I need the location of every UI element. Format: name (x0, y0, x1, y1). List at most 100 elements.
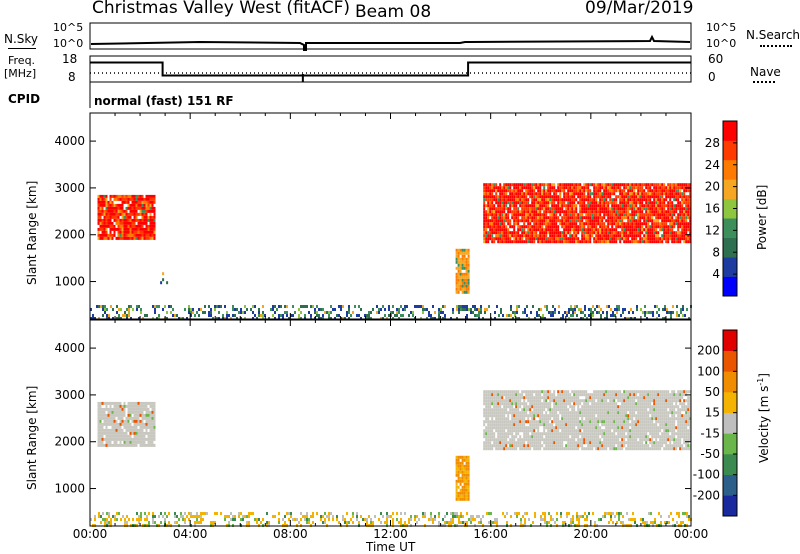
heatmap-cell (581, 204, 584, 208)
heatmap-cell (609, 183, 612, 187)
heatmap-cell (461, 266, 464, 270)
heatmap-cell (641, 183, 644, 187)
heatmap-cell (515, 198, 518, 202)
heatmap-cell (607, 405, 610, 409)
heatmap-cell (505, 441, 508, 445)
heatmap-cell (121, 218, 124, 222)
heatmap-cell (665, 228, 668, 232)
heatmap-cell (262, 305, 264, 308)
heatmap-cell (617, 195, 620, 199)
heatmap-cell (625, 210, 628, 214)
heatmap-cell (625, 399, 628, 403)
heatmap-cell (651, 222, 654, 226)
heatmap-cell (651, 399, 654, 403)
heatmap-cell (591, 435, 594, 439)
heatmap-cell (561, 204, 564, 208)
heatmap-cell (656, 305, 658, 308)
heatmap-cell (605, 405, 608, 409)
heatmap-cell (107, 218, 110, 222)
heatmap-cell (372, 308, 374, 311)
heatmap-cell (585, 222, 588, 226)
heatmap-cell (623, 192, 626, 196)
heatmap-cell (521, 183, 524, 187)
heatmap-cell (605, 396, 608, 400)
heatmap-cell (627, 426, 630, 430)
heatmap-cell (621, 408, 624, 412)
heatmap-cell (625, 201, 628, 205)
heatmap-cell (639, 216, 642, 220)
heatmap-cell (497, 435, 500, 439)
heatmap-cell (677, 240, 680, 244)
heatmap-cell (491, 216, 494, 220)
heatmap-cell (659, 195, 662, 199)
heatmap-cell (487, 201, 490, 205)
heatmap-cell (621, 396, 624, 400)
heatmap-cell (627, 402, 630, 406)
heatmap-cell (131, 206, 134, 210)
heatmap-cell (571, 396, 574, 400)
heatmap-cell (658, 308, 660, 311)
heatmap-cell (153, 434, 156, 438)
heatmap-cell (509, 390, 512, 394)
heatmap-cell (151, 419, 154, 423)
heatmap-cell (489, 222, 492, 226)
heatmap-cell (499, 393, 502, 397)
heatmap-cell (489, 207, 492, 211)
heatmap-cell (623, 396, 626, 400)
heatmap-cell (511, 225, 514, 229)
heatmap-cell (563, 237, 566, 241)
heatmap-cell (103, 443, 106, 447)
heatmap-cell (519, 186, 522, 190)
heatmap-cell (541, 423, 544, 427)
heatmap-cell (539, 402, 542, 406)
heatmap-cell (577, 183, 580, 187)
heatmap-cell (555, 207, 558, 211)
heatmap-cell (585, 198, 588, 202)
heatmap-cell (529, 186, 532, 190)
heatmap-cell (123, 413, 126, 417)
heatmap-cell (622, 308, 624, 311)
heatmap-cell (521, 219, 524, 223)
heatmap-cell (601, 414, 604, 418)
heatmap-cell (567, 213, 570, 217)
heatmap-cell (503, 195, 506, 199)
heatmap-cell (601, 192, 604, 196)
heatmap-cell (629, 417, 632, 421)
heatmap-cell (629, 201, 632, 205)
heatmap-cell (623, 408, 626, 412)
heatmap-cell (551, 213, 554, 217)
heatmap-cell (583, 240, 586, 244)
heatmap-cell (627, 201, 630, 205)
heatmap-cell (682, 308, 684, 311)
heatmap-cell (525, 408, 528, 412)
heatmap-cell (168, 305, 170, 308)
heatmap-cell (422, 308, 424, 311)
heatmap-cell (107, 236, 110, 240)
heatmap-cell (627, 432, 630, 436)
heatmap-cell (535, 447, 538, 451)
heatmap-cell (141, 431, 144, 435)
heatmap-cell (563, 192, 566, 196)
heatmap-cell (603, 399, 606, 403)
heatmap-cell (563, 405, 566, 409)
heatmap-cell (105, 212, 108, 216)
heatmap-cell (631, 189, 634, 193)
heatmap-cell (127, 212, 130, 216)
heatmap-cell (529, 192, 532, 196)
heatmap-cell (125, 428, 128, 432)
heatmap-cell (543, 414, 546, 418)
heatmap-cell (127, 230, 130, 234)
heatmap-cell (585, 432, 588, 436)
heatmap-cell (348, 308, 350, 311)
heatmap-cell (603, 441, 606, 445)
heatmap-cell (575, 192, 578, 196)
heatmap-cell (629, 240, 632, 244)
heatmap-cell (515, 408, 518, 412)
heatmap-cell (503, 423, 506, 427)
heatmap-cell (599, 237, 602, 241)
heatmap-cell (511, 195, 514, 199)
heatmap-cell (669, 195, 672, 199)
heatmap-cell (533, 201, 536, 205)
heatmap-cell (581, 216, 584, 220)
heatmap-cell (569, 432, 572, 436)
